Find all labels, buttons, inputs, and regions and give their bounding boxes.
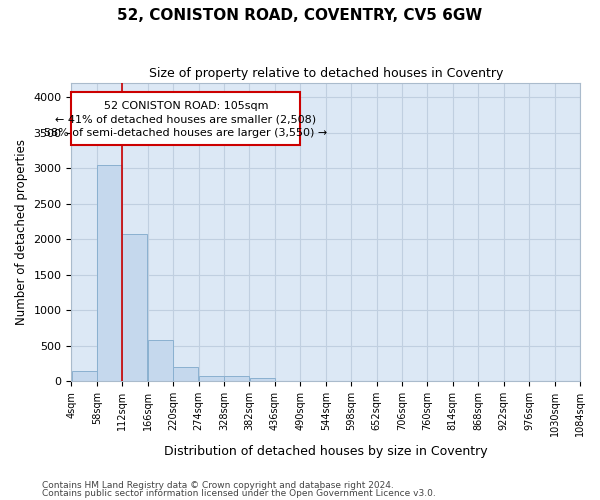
Bar	[71, 92, 300, 145]
Bar	[250, 378, 275, 381]
Title: Size of property relative to detached houses in Coventry: Size of property relative to detached ho…	[149, 68, 503, 80]
Text: Contains HM Land Registry data © Crown copyright and database right 2024.: Contains HM Land Registry data © Crown c…	[42, 480, 394, 490]
Bar	[122, 234, 148, 381]
Y-axis label: Number of detached properties: Number of detached properties	[15, 139, 28, 325]
Text: 52 CONISTON ROAD: 105sqm: 52 CONISTON ROAD: 105sqm	[104, 101, 268, 111]
Bar	[224, 376, 249, 381]
Bar	[148, 340, 173, 381]
Bar	[97, 164, 122, 381]
Text: 52, CONISTON ROAD, COVENTRY, CV5 6GW: 52, CONISTON ROAD, COVENTRY, CV5 6GW	[118, 8, 482, 22]
Text: ← 41% of detached houses are smaller (2,508): ← 41% of detached houses are smaller (2,…	[55, 114, 316, 124]
Text: 58% of semi-detached houses are larger (3,550) →: 58% of semi-detached houses are larger (…	[44, 128, 328, 138]
X-axis label: Distribution of detached houses by size in Coventry: Distribution of detached houses by size …	[164, 444, 488, 458]
Text: Contains public sector information licensed under the Open Government Licence v3: Contains public sector information licen…	[42, 489, 436, 498]
Bar	[71, 370, 97, 381]
Bar	[173, 366, 199, 381]
Bar	[199, 376, 224, 381]
